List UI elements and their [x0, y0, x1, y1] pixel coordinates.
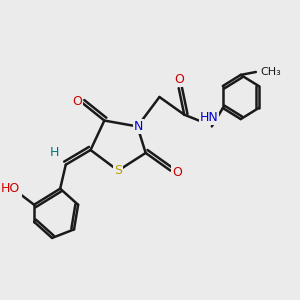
Text: O: O: [172, 166, 182, 178]
Text: O: O: [72, 95, 82, 108]
Text: HO: HO: [1, 182, 20, 195]
Text: N: N: [134, 120, 143, 133]
Text: H: H: [50, 146, 59, 159]
Text: HN: HN: [200, 111, 218, 124]
Text: CH₃: CH₃: [260, 67, 281, 77]
Text: O: O: [174, 73, 184, 86]
Text: S: S: [114, 164, 122, 177]
